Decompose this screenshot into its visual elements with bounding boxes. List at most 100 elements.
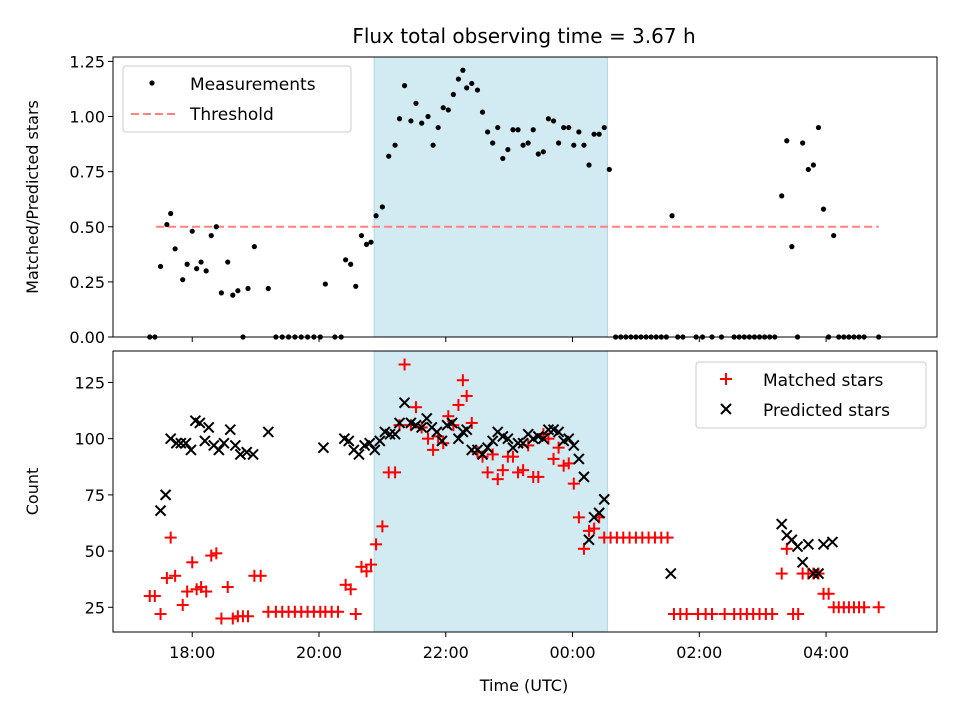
predicted-star-point [154, 504, 167, 517]
predicted-star-point [317, 441, 330, 454]
measurement-point [789, 244, 795, 250]
predicted-star-point [229, 439, 242, 452]
legend-bottom: Matched stars Predicted stars [695, 361, 927, 429]
predicted-star-point [175, 437, 187, 449]
measurement-point [815, 124, 822, 131]
predicted-star-point [421, 412, 433, 425]
matched-star-point [422, 432, 435, 445]
y-tick-label: 50 [85, 542, 105, 561]
measurement-point [194, 266, 200, 272]
matched-star-point [517, 464, 530, 477]
matched-star-point [766, 608, 779, 621]
measurement-point [591, 131, 597, 137]
y-tick-label: 1.25 [69, 52, 105, 71]
measurement-point [251, 244, 257, 250]
predicted-star-point [398, 396, 411, 409]
matched-star-point [376, 520, 389, 533]
measurement-point [213, 224, 219, 230]
predicted-star-point [203, 421, 215, 434]
measurement-point [485, 129, 491, 135]
matched-star-point [775, 567, 788, 580]
measurement-point [464, 85, 470, 91]
measurement-point [479, 109, 486, 115]
matched-star-point [465, 416, 478, 429]
legend-predicted-marker [720, 403, 732, 415]
matched-star-point [226, 612, 239, 625]
measurement-point [515, 127, 521, 133]
measurement-point [800, 140, 806, 146]
matched-star-point [661, 531, 674, 544]
x-tick-label: 02:00 [676, 643, 722, 662]
measurement-point [358, 232, 365, 239]
predicted-star-point [369, 444, 381, 456]
matched-star-point [398, 358, 411, 371]
predicted-star-point [218, 437, 230, 449]
measurement-point [669, 213, 675, 219]
legend-matched-marker [720, 373, 732, 385]
measurement-point [353, 283, 359, 289]
predicted-star-point [542, 423, 555, 436]
observing-window-shade [373, 56, 608, 338]
measurement-point [779, 193, 785, 199]
measurement-point [586, 162, 592, 168]
matched-star-point [532, 470, 545, 483]
measurement-point [601, 124, 607, 131]
measurement-point [820, 206, 827, 212]
y-tick-label: 0.50 [69, 218, 105, 237]
predicted-star-point [578, 471, 590, 483]
measurement-point [445, 107, 451, 113]
measurement-point [172, 246, 178, 252]
predicted-star-point [486, 435, 499, 447]
measurement-point [430, 142, 436, 148]
measurement-point [435, 124, 441, 131]
matched-star-point [491, 473, 504, 486]
predicted-star-point [552, 426, 565, 438]
y-tick-label: 0.00 [69, 328, 105, 347]
measurement-point [245, 285, 251, 292]
measurement-point [561, 124, 567, 131]
predicted-star-point [665, 567, 677, 580]
matched-star-point [344, 583, 357, 596]
measurement-point [198, 259, 204, 265]
chart-title: Flux total observing time = 3.67 h [352, 24, 695, 48]
x-tick-label: 18:00 [169, 643, 215, 662]
matched-star-point [254, 569, 267, 582]
measurement-point [474, 87, 481, 93]
matched-star-point [409, 401, 422, 414]
measurement-point [373, 213, 379, 219]
matched-star-point [476, 450, 489, 463]
measurement-point [419, 120, 425, 126]
matched-star-point [389, 466, 402, 479]
measurement-point [525, 140, 531, 146]
legend-measurements-label: Measurements [190, 75, 316, 95]
predicted-star-point [353, 448, 365, 461]
predicted-star-point [826, 536, 839, 548]
bottom-panel: 25 50 75 100 125 18:00 20:00 22:00 00:00 02:00 04… [23, 350, 938, 695]
measurement-point [401, 83, 408, 89]
legend-top: Measurements Threshold [122, 65, 352, 133]
predicted-star-point [537, 432, 550, 445]
predicted-star-point [812, 567, 825, 580]
matched-star-point [160, 572, 173, 585]
matched-star-point [506, 450, 519, 463]
matched-star-point [705, 608, 718, 621]
matched-star-point [481, 466, 494, 479]
matched-star-point [792, 608, 805, 621]
measurement-point [164, 221, 170, 228]
y-axis-label-top: Matched/Predicted stars [23, 100, 42, 294]
matched-star-point [200, 585, 213, 598]
predicted-star-point [393, 417, 406, 429]
measurement-point [343, 257, 349, 263]
matched-star-point [215, 612, 228, 625]
predicted-star-point [247, 448, 259, 461]
legend-measurements-marker [149, 80, 155, 86]
measurement-point [576, 129, 582, 135]
matched-star-point [496, 464, 509, 477]
x-axis-label: Time (UTC) [479, 676, 568, 695]
predicted-star-point [241, 446, 253, 458]
matched-star-point [210, 547, 223, 560]
predicted-star-point [159, 489, 172, 501]
measurement-point [396, 116, 403, 122]
matched-star-point [164, 531, 177, 544]
y-axis-label-bottom: Count [23, 468, 42, 516]
